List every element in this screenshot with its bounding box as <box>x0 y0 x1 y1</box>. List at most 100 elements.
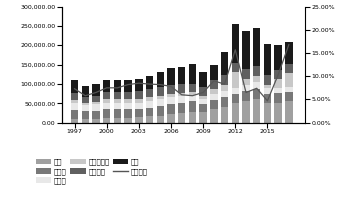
Bar <box>274 88 282 93</box>
Bar <box>232 24 239 63</box>
Bar <box>92 119 100 123</box>
Bar <box>274 70 282 79</box>
Bar <box>232 103 239 123</box>
Bar <box>125 103 132 109</box>
Bar <box>210 100 217 110</box>
Bar <box>285 87 293 92</box>
Bar <box>285 42 293 64</box>
Bar <box>146 108 153 117</box>
Bar <box>92 111 100 119</box>
Bar <box>135 99 143 102</box>
Bar <box>167 114 175 123</box>
Bar <box>114 118 121 123</box>
Bar <box>82 111 89 119</box>
Bar <box>156 87 164 95</box>
Bar <box>92 104 100 111</box>
Bar <box>103 99 110 102</box>
Bar <box>199 104 207 112</box>
Bar <box>103 92 110 99</box>
Bar <box>71 93 78 100</box>
Bar <box>178 84 185 93</box>
Bar <box>146 89 153 97</box>
Bar <box>242 31 250 69</box>
Bar <box>178 93 185 96</box>
Bar <box>221 97 228 107</box>
Bar <box>274 93 282 102</box>
Bar <box>125 92 132 99</box>
Bar <box>71 80 78 93</box>
Bar <box>135 117 143 123</box>
Bar <box>135 79 143 91</box>
Bar <box>125 118 132 123</box>
Bar <box>135 109 143 117</box>
Bar <box>189 92 196 95</box>
Bar <box>125 109 132 118</box>
Bar <box>210 89 217 94</box>
Bar <box>232 88 239 94</box>
Bar <box>125 99 132 103</box>
Bar <box>92 102 100 104</box>
Legend: 中国, 俄罗斯, 加拿大, 印度尼西亚, 澳大利亚, 其他, 印尼占比: 中国, 俄罗斯, 加拿大, 印度尼西亚, 澳大利亚, 其他, 印尼占比 <box>36 159 148 184</box>
Bar <box>232 63 239 72</box>
Bar <box>114 99 121 102</box>
Bar <box>285 92 293 101</box>
Bar <box>242 101 250 123</box>
Bar <box>167 104 175 114</box>
Bar <box>167 69 175 85</box>
Bar <box>274 79 282 88</box>
Bar <box>103 118 110 123</box>
Bar <box>92 95 100 102</box>
Bar <box>199 99 207 104</box>
Bar <box>264 103 271 123</box>
Bar <box>253 89 261 99</box>
Bar <box>221 52 228 75</box>
Bar <box>199 72 207 87</box>
Bar <box>253 82 261 89</box>
Bar <box>178 96 185 102</box>
Bar <box>210 80 217 89</box>
Bar <box>156 106 164 116</box>
Bar <box>178 102 185 113</box>
Bar <box>92 84 100 95</box>
Bar <box>114 102 121 110</box>
Bar <box>114 80 121 92</box>
Bar <box>232 94 239 103</box>
Bar <box>274 102 282 123</box>
Bar <box>285 101 293 123</box>
Bar <box>135 91 143 99</box>
Bar <box>210 94 217 100</box>
Bar <box>285 73 293 87</box>
Bar <box>189 64 196 84</box>
Bar <box>146 101 153 108</box>
Bar <box>135 102 143 109</box>
Bar <box>221 107 228 123</box>
Bar <box>103 102 110 110</box>
Bar <box>146 117 153 123</box>
Bar <box>167 97 175 104</box>
Bar <box>242 85 250 91</box>
Bar <box>189 84 196 92</box>
Bar <box>189 101 196 112</box>
Bar <box>103 80 110 92</box>
Bar <box>71 119 78 123</box>
Bar <box>82 105 89 111</box>
Bar <box>221 75 228 85</box>
Bar <box>264 44 271 75</box>
Bar <box>82 103 89 105</box>
Bar <box>210 110 217 123</box>
Bar <box>146 97 153 101</box>
Bar <box>253 66 261 76</box>
Bar <box>71 100 78 103</box>
Bar <box>82 119 89 123</box>
Bar <box>189 112 196 123</box>
Bar <box>71 110 78 119</box>
Bar <box>199 87 207 95</box>
Bar <box>199 95 207 99</box>
Bar <box>264 94 271 103</box>
Bar <box>253 99 261 123</box>
Bar <box>221 90 228 97</box>
Bar <box>156 99 164 106</box>
Bar <box>82 86 89 97</box>
Bar <box>103 110 110 118</box>
Bar <box>146 76 153 89</box>
